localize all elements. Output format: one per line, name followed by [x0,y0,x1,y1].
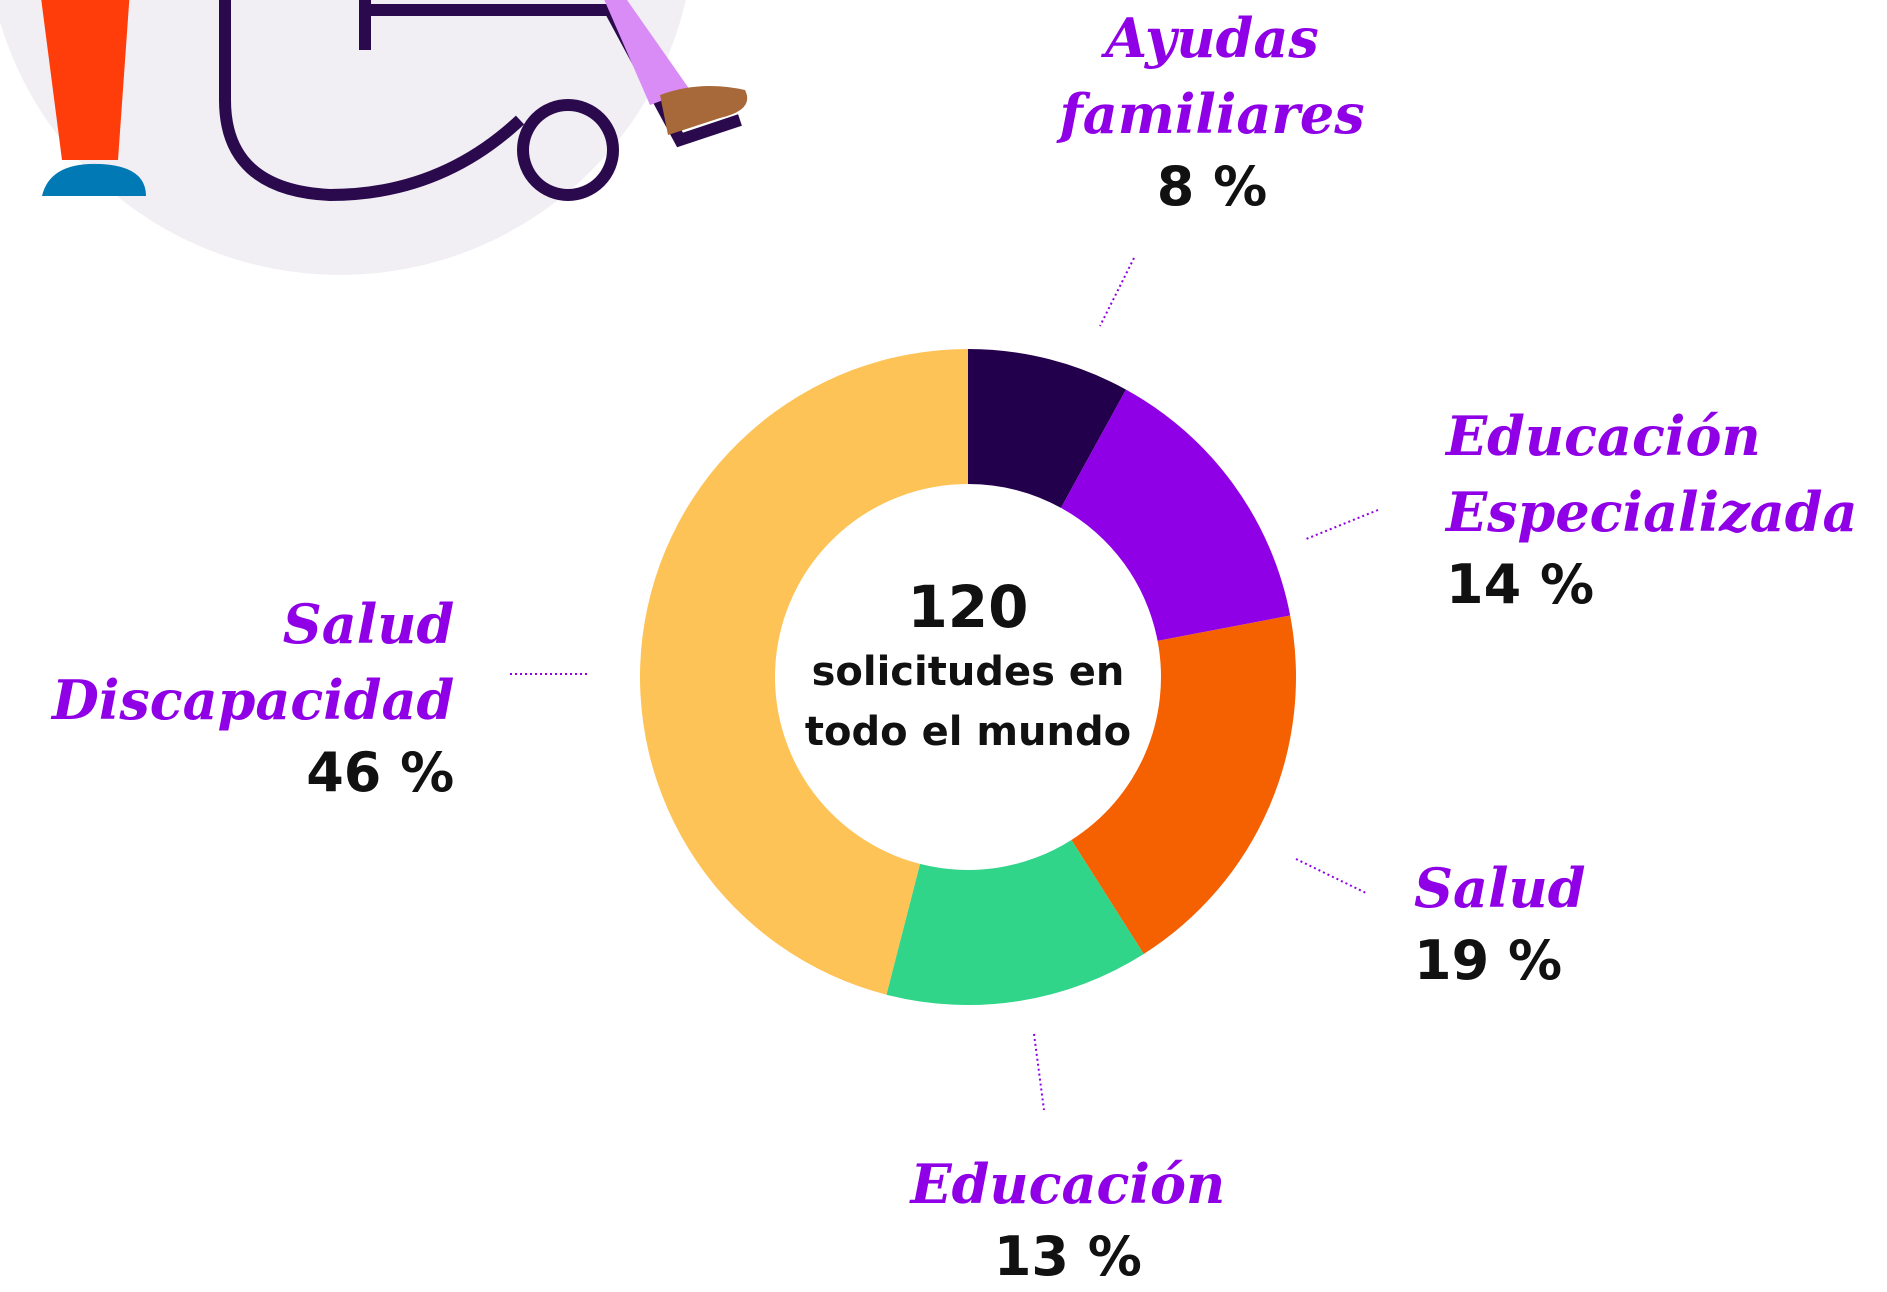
value-label: 13 % [911,1222,1226,1292]
category-name: Ayudas familiares [1060,0,1365,152]
leader-line [1034,1034,1044,1110]
value-label: 46 % [52,738,454,808]
center-text: solicitudes en todo el mundo [788,642,1148,762]
leader-line [1296,859,1366,893]
category-name: Educación [911,1146,1226,1222]
leader-line [1100,258,1134,326]
leader-line [1306,510,1378,539]
center-label: 120 solicitudes en todo el mundo [768,572,1168,762]
category-name: Salud [1414,850,1586,926]
page: 120 solicitudes en todo el mundo (() => … [0,0,1887,1292]
illustration [0,0,747,275]
category-name: Salud Discapacidad [52,586,454,738]
center-value: 120 [768,572,1168,642]
value-label: 8 % [1060,152,1365,222]
category-name: Educación Especializada [1446,398,1857,550]
value-label: 19 % [1414,926,1586,996]
value-label: 14 % [1446,550,1857,620]
